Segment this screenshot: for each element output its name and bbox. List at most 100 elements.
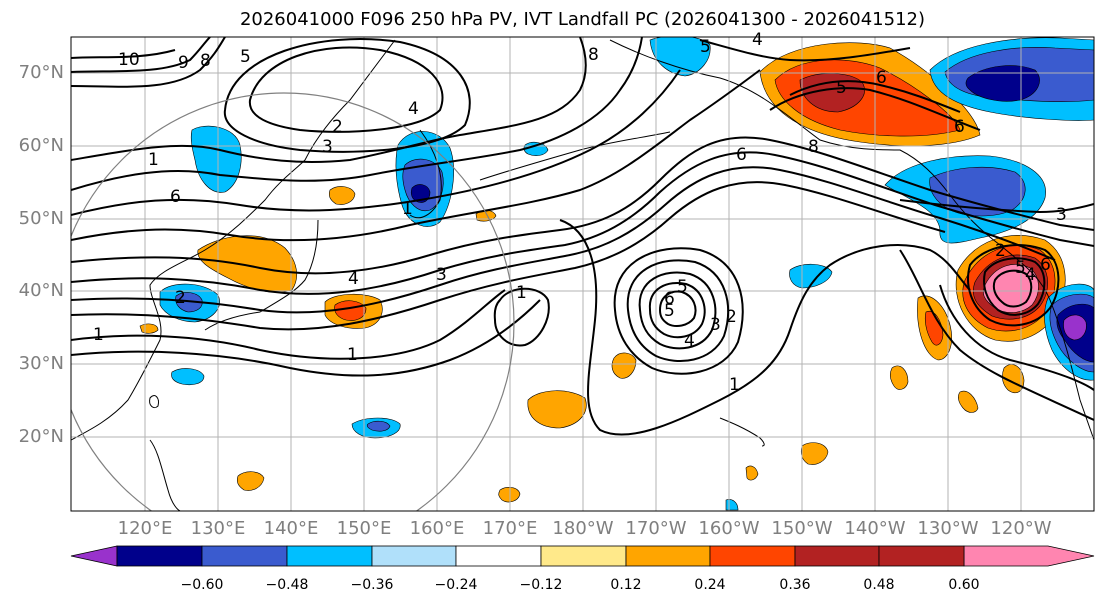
shade-positive-small-3	[139, 323, 159, 334]
shade-negative-south-china-sea	[171, 368, 205, 386]
shade-positive-japan-sea	[197, 235, 298, 293]
pv-label-9: 9	[178, 53, 189, 73]
colorbar-tick-label: −0.48	[265, 577, 309, 593]
pv-contour-jet-4	[71, 181, 946, 331]
pv-label-4b: 4	[348, 269, 359, 289]
pv-cutoff-ring-1	[658, 290, 697, 327]
pv-label-5c: 5	[664, 301, 675, 321]
pv-label-6f: 6	[736, 145, 747, 165]
figure-title: 2026041000 F096 250 hPa PV, IVT Landfall…	[239, 9, 926, 30]
coastlines	[71, 39, 1094, 511]
colorbar-bin	[540, 545, 627, 567]
pv-contour-labels: 10 9 8 6 5 4 3 2 1 2 3 4 1 1 5 6 5 4 3 2…	[93, 30, 1067, 395]
lon-label-150w: 150°W	[771, 518, 833, 539]
shade-negative-mid-pacific	[789, 263, 833, 289]
pv-label-8: 8	[200, 51, 211, 71]
colorbar-bin	[371, 545, 457, 567]
colorbar-tick-label: 0.60	[948, 577, 980, 593]
pv-contour-1-west	[71, 289, 506, 360]
pv-contour-3	[71, 37, 587, 163]
graticule	[71, 37, 1094, 511]
pv-contour-ring-1	[248, 46, 444, 133]
colorbar-bin	[286, 545, 373, 567]
lon-label-130w: 130°W	[917, 518, 979, 539]
lat-label-50n: 50°N	[18, 208, 64, 229]
pv-label-1c: 1	[347, 345, 358, 365]
lon-label-150e: 150°E	[336, 518, 392, 539]
pv-contour-gulf-5	[789, 80, 961, 113]
coast-kamchatka	[409, 129, 442, 219]
lon-label-160w: 160°W	[698, 518, 760, 539]
colorbar-bin	[625, 545, 711, 567]
colorbar-bin	[201, 545, 288, 567]
lon-label-170e: 170°E	[482, 518, 538, 539]
pv-contour-1-south	[71, 299, 541, 377]
pv-cutoff-ring-2	[648, 282, 706, 339]
lat-label-40n: 40°N	[18, 280, 64, 301]
coast-hawaii	[719, 417, 765, 447]
shade-negative-kamchatka-core	[410, 184, 431, 203]
lon-label-160e: 160°E	[409, 518, 465, 539]
pv-label-4d: 4	[752, 30, 763, 50]
shade-negative-tropical-core	[366, 420, 391, 432]
lon-label-170w: 170°W	[625, 518, 687, 539]
lat-label-20n: 20°N	[18, 426, 64, 447]
shade-positive-small-6	[498, 487, 521, 503]
pv-label-5e: 5	[836, 78, 847, 98]
pv-label-5b: 5	[677, 277, 688, 297]
map-frame	[70, 36, 1095, 512]
colorbar-bin	[455, 545, 542, 567]
pv-contour-8	[71, 37, 226, 88]
colorbar-tick-label: −0.12	[519, 577, 563, 593]
pv-contour-jet-1	[71, 136, 1094, 275]
pv-contour-layer	[71, 37, 1094, 436]
shade-positive-small-4	[611, 352, 637, 379]
colorbar-tick-label: −0.24	[434, 577, 478, 593]
lat-label-70n: 70°N	[18, 62, 64, 83]
ivt-shading-layer	[139, 37, 1094, 511]
colorbar-bin	[794, 545, 880, 567]
pv-label-1e: 1	[516, 283, 527, 303]
coast-aleutians	[479, 131, 671, 181]
pv-contour-cutoff-ca-3	[992, 269, 1033, 308]
pv-label-2b: 2	[175, 288, 186, 308]
pv-label-2c: 2	[726, 307, 737, 327]
pv-label-2a: 2	[332, 117, 343, 137]
shade-positive-small-5	[236, 471, 265, 491]
colorbar-bin	[878, 545, 965, 567]
colorbar	[70, 545, 1095, 567]
colorbar-tick-label: −0.60	[180, 577, 224, 593]
coast-japan	[204, 219, 319, 331]
shade-negative-korea-inner	[175, 292, 203, 313]
reference-circle	[71, 92, 515, 511]
pv-contour-ring-2	[223, 38, 471, 153]
coast-taiwan	[149, 395, 159, 409]
lon-label-120e: 120°E	[117, 518, 173, 539]
pv-label-5d: 5	[700, 37, 711, 57]
pv-contour-1-loop	[493, 287, 550, 347]
pv-label-5f: 5	[1015, 258, 1026, 278]
pv-label-1d: 1	[729, 375, 740, 395]
pv-contour-gulf-4	[699, 39, 911, 62]
pv-label-8c: 8	[808, 137, 819, 157]
shade-negative-baja-core	[1063, 314, 1087, 341]
coast-philippines	[149, 439, 181, 511]
colorbar-extend-min	[70, 545, 118, 567]
pv-contour-9	[71, 37, 211, 73]
shade-positive-offshore-3	[958, 390, 979, 413]
pv-contour-jet-2	[71, 151, 1094, 295]
pv-label-3d: 3	[1056, 205, 1067, 225]
pv-label-1f: 1	[402, 199, 413, 219]
colorbar-bin	[709, 545, 796, 567]
pv-contour-east-1	[939, 284, 1094, 391]
pv-contour-jet-3	[71, 166, 1056, 314]
pv-contour-5	[71, 69, 681, 216]
colorbar-tick-label: 0.48	[863, 577, 895, 593]
pv-label-4e: 4	[1025, 265, 1036, 285]
pv-label-6c: 6	[876, 68, 887, 88]
pv-cutoff-ring-5	[613, 247, 744, 375]
pv-label-3a: 3	[322, 137, 333, 157]
shade-positive-small-1	[328, 186, 356, 205]
pv-contour-east-2	[899, 249, 1094, 421]
pv-label-5a: 5	[240, 47, 251, 67]
